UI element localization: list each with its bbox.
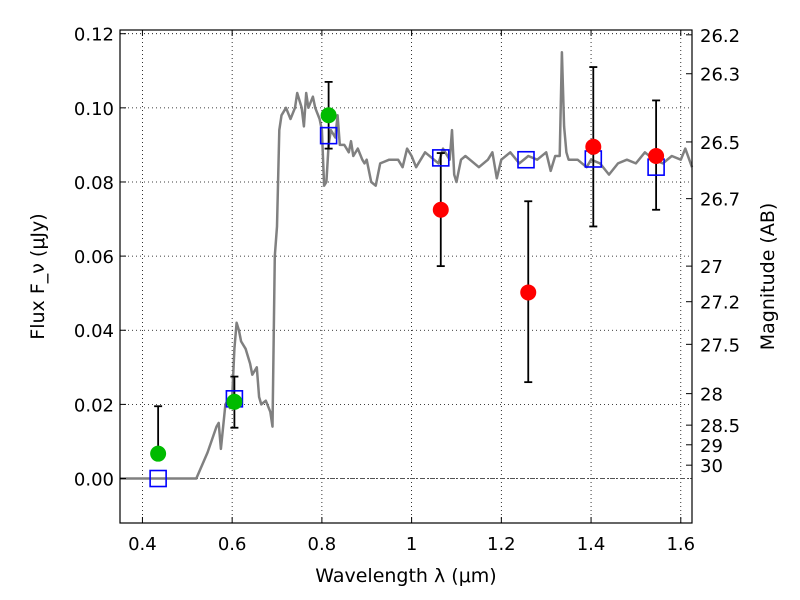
observed-point — [432, 201, 449, 218]
x-tick-label: 1 — [406, 534, 417, 555]
x-tick-label: 1.2 — [487, 534, 516, 555]
observed-point — [520, 284, 537, 301]
y-tick-label: 0.12 — [74, 25, 114, 46]
model-photometry-square — [517, 150, 535, 169]
x-tick-label: 0.4 — [128, 534, 157, 555]
magnitude-tick-label: 26.5 — [700, 133, 740, 154]
observed-point — [585, 138, 602, 155]
magnitude-tick-label: 29 — [700, 436, 723, 457]
y-tick-label: 0.00 — [74, 470, 114, 491]
model-photometry-square — [319, 126, 338, 145]
observed-point — [150, 445, 167, 462]
y-tick-label: 0.04 — [74, 321, 114, 342]
grid — [120, 30, 692, 523]
y-tick-label: 0.02 — [74, 395, 114, 416]
model-photometry-square — [149, 469, 167, 488]
magnitude-tick-label: 27.2 — [700, 293, 740, 314]
magnitude-tick-label: 26.3 — [700, 65, 740, 86]
magnitude-axis-title: Magnitude (AB) — [757, 203, 779, 351]
model-spectrum-line — [120, 50, 694, 480]
y-tick-label: 0.08 — [74, 173, 114, 194]
observed-point — [648, 148, 665, 165]
observed-points — [150, 107, 665, 462]
magnitude-tick-label: 26.7 — [700, 190, 740, 211]
model-photometry-square — [431, 149, 450, 167]
x-tick-label: 1.6 — [666, 534, 695, 555]
magnitude-tick-label: 28 — [700, 385, 723, 406]
x-tick-labels: 0.4 0.6 0.8 1 1.2 1.4 1.6 — [128, 534, 695, 555]
y-axis-title: Flux F_ν (μJy) — [27, 213, 49, 339]
model-photometry-squares — [149, 126, 665, 488]
magnitude-tick-label: 27 — [700, 257, 723, 278]
plot-frame — [119, 29, 693, 524]
y-tick-label: 0.06 — [74, 247, 114, 268]
observed-point — [226, 393, 243, 410]
x-tick-label: 0.8 — [308, 534, 337, 555]
x-tick-label: 1.4 — [577, 534, 606, 555]
axis-ticks — [120, 30, 692, 523]
x-axis-title: Wavelength λ (μm) — [315, 565, 496, 587]
magnitude-tick-label: 26.2 — [700, 26, 740, 47]
magnitude-tick-label: 30 — [700, 456, 723, 477]
x-tick-label: 0.6 — [218, 534, 247, 555]
observed-point — [320, 107, 337, 124]
magnitude-tick-label: 28.5 — [700, 416, 740, 437]
y-tick-label: 0.10 — [74, 99, 114, 120]
y-tick-labels: 0.00 0.02 0.04 0.06 0.08 0.10 0.12 — [74, 25, 114, 491]
magnitude-tick-label: 27.5 — [700, 335, 740, 356]
